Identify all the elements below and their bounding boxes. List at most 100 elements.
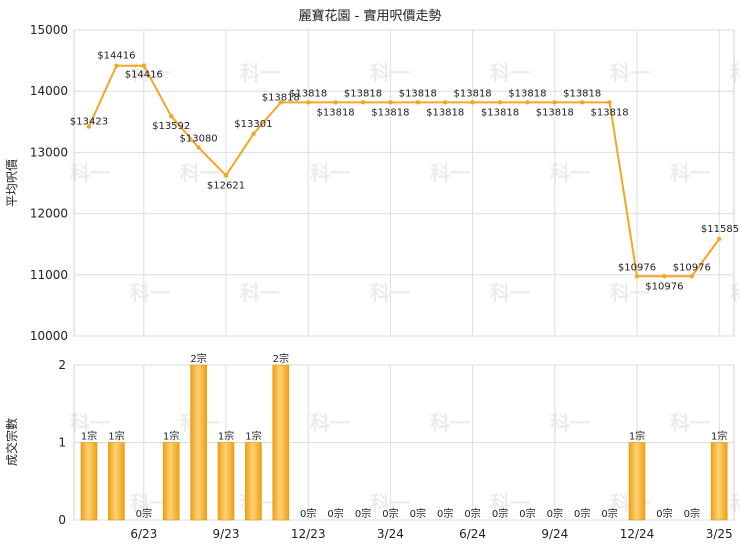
- watermark-text: 科一: [430, 411, 470, 435]
- bar-value-label: 0宗: [601, 507, 617, 520]
- price-value-label: $10976: [618, 262, 656, 273]
- price-value-label: $13080: [180, 134, 218, 145]
- bar-value-label: 1宗: [711, 430, 727, 443]
- bar-value-label: 0宗: [464, 507, 480, 520]
- price-point: [607, 100, 612, 105]
- line-y-ticks: 10000 11000 12000 13000 14000 15000: [30, 23, 68, 343]
- bar-value-label: 1宗: [163, 430, 179, 443]
- price-value-label: $13818: [399, 88, 437, 99]
- x-tick-label: 3/24: [377, 527, 404, 541]
- price-value-label: $13818: [426, 107, 464, 118]
- line-y-tick-label: 11000: [30, 268, 68, 282]
- bar-value-label: 2宗: [190, 352, 206, 365]
- price-value-label: $12621: [207, 181, 245, 192]
- bar-value-label: 1宗: [629, 430, 645, 443]
- count-bar: [108, 442, 125, 521]
- price-value-label: $13818: [344, 88, 382, 99]
- bar-value-label: 1宗: [108, 430, 124, 443]
- watermark-text: 科一: [430, 161, 470, 185]
- watermark-text: 科一: [490, 61, 530, 85]
- price-value-label: $13818: [262, 92, 300, 103]
- price-point: [278, 100, 283, 105]
- price-point: [251, 131, 256, 137]
- price-point: [415, 100, 420, 105]
- count-bar: [245, 442, 262, 521]
- x-tick-label: 12/24: [620, 527, 655, 541]
- price-point: [443, 100, 448, 105]
- watermark-text: 科一: [240, 281, 280, 305]
- price-value-label: $13818: [454, 88, 492, 99]
- watermark-text: 科一: [490, 281, 530, 305]
- price-point: [86, 124, 92, 129]
- bar-value-label: 0宗: [437, 507, 453, 520]
- line-y-tick-label: 10000: [30, 329, 68, 343]
- price-point: [196, 145, 201, 150]
- bar-value-label: 0宗: [684, 507, 700, 520]
- watermark-text: 科一: [130, 281, 170, 305]
- x-tick-label: 3/25: [706, 527, 733, 541]
- price-value-label: $13592: [152, 121, 190, 132]
- price-point: [360, 100, 366, 105]
- price-value-label: $10976: [645, 281, 683, 292]
- price-value-label: $13818: [289, 88, 327, 99]
- watermark-text: 科一: [490, 491, 530, 515]
- watermark-text: 科一: [730, 61, 740, 85]
- count-bar: [217, 442, 235, 521]
- watermark-text: 科一: [240, 61, 280, 85]
- x-tick-label: 12/23: [291, 527, 326, 541]
- watermark-text: 科一: [610, 61, 650, 85]
- watermark-text: 科一: [670, 411, 710, 435]
- price-value-label: $11585: [701, 224, 739, 235]
- watermark-text: 科一: [180, 161, 220, 185]
- count-bar: [190, 364, 207, 521]
- line-y-tick-label: 14000: [30, 84, 68, 98]
- count-bar: [80, 442, 98, 521]
- bar-series: 1宗 1宗 0宗 1宗 2宗 1宗 1宗 2宗 0宗 0宗 0宗 0宗 0宗 0宗 0宗 0宗 0宗 0宗 0宗 0宗…: [80, 352, 728, 521]
- bar-y-axis-label: 成交宗數: [4, 418, 19, 466]
- count-bar: [628, 442, 646, 521]
- price-point: [470, 100, 475, 105]
- price-value-label: $14416: [125, 70, 163, 81]
- watermark-text: 科一: [310, 161, 350, 185]
- watermark-text: 科一: [670, 161, 710, 185]
- price-line: [88, 64, 721, 278]
- price-point: [388, 100, 393, 105]
- price-value-label: $13818: [317, 107, 355, 118]
- price-value-label: $13818: [371, 107, 409, 118]
- price-point: [717, 236, 722, 242]
- price-point: [525, 100, 530, 105]
- line-y-tick-label: 15000: [30, 23, 68, 37]
- price-value-label: $13423: [70, 117, 108, 128]
- price-point: [223, 173, 229, 178]
- line-y-axis-label: 平均呎價: [5, 159, 19, 207]
- bar-value-label: 0宗: [136, 507, 152, 520]
- bar-value-label: 0宗: [382, 507, 398, 520]
- bar-value-label: 2宗: [273, 352, 289, 365]
- price-point: [306, 100, 311, 105]
- price-line-series: $13423 $14416 $14416 $13592 $13080 $12621 $133…: [70, 51, 739, 293]
- count-bar: [710, 442, 728, 521]
- bar-value-label: 0宗: [492, 507, 508, 520]
- watermark-text: 科一: [70, 411, 110, 435]
- bar-value-label: 0宗: [519, 507, 535, 520]
- watermark-text: 科一: [70, 161, 110, 185]
- bar-value-label: 0宗: [574, 507, 590, 520]
- price-value-label: $10976: [673, 262, 711, 273]
- x-axis-ticks: 6/23 9/23 12/23 3/24 6/24 9/24 12/24 3/25: [130, 527, 732, 541]
- price-value-label: $13818: [508, 88, 546, 99]
- price-value-label: $13301: [234, 119, 272, 130]
- price-point: [333, 100, 338, 105]
- price-point: [497, 100, 503, 105]
- count-bar: [272, 364, 290, 521]
- bar-value-label: 0宗: [547, 507, 563, 520]
- price-point: [169, 113, 174, 119]
- price-value-label: $13818: [481, 107, 519, 118]
- watermark-text: 科一: [550, 161, 590, 185]
- price-point: [141, 63, 146, 68]
- x-tick-label: 9/24: [541, 527, 568, 541]
- bar-value-label: 0宗: [410, 507, 426, 520]
- chart-title: 麗寶花園 - 實用呎價走勢: [299, 8, 442, 24]
- bar-value-label: 1宗: [81, 430, 97, 443]
- price-point: [552, 100, 557, 105]
- bar-value-label: 0宗: [300, 507, 316, 520]
